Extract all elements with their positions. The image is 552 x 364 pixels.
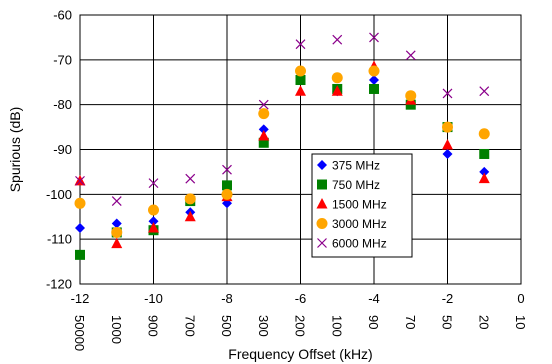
legend-label: 3000 MHz — [332, 217, 387, 231]
data-point — [148, 216, 159, 227]
y-tick-label: -60 — [53, 8, 72, 23]
data-point — [442, 139, 453, 150]
data-point — [369, 75, 379, 86]
secondary-x-tick-label: 0 — [550, 315, 552, 322]
secondary-x-tick-label: 1000 — [109, 315, 124, 344]
secondary-x-tick-label: 900 — [146, 315, 161, 337]
data-point — [222, 180, 232, 191]
legend-label: 6000 MHz — [332, 237, 387, 251]
y-tick-label: -110 — [47, 232, 72, 247]
plot-area-frame — [79, 14, 522, 285]
data-point — [295, 39, 306, 50]
data-point — [148, 204, 159, 216]
data-point — [479, 86, 490, 97]
x-tick-label: -2 — [442, 291, 454, 306]
data-point — [111, 237, 123, 249]
secondary-x-tick-label: 500 — [219, 315, 234, 337]
y-tick-label: -100 — [46, 187, 72, 202]
data-point — [111, 196, 122, 206]
data-point — [369, 32, 379, 43]
x-tick-label: -12 — [71, 291, 90, 306]
data-point — [148, 221, 159, 233]
data-point — [258, 130, 270, 141]
grid-lines — [79, 14, 522, 285]
legend-marker — [316, 198, 328, 209]
x-tick-label: -4 — [368, 291, 380, 306]
x-tick-label: 0 — [517, 291, 524, 306]
data-point — [184, 193, 196, 205]
series-triangle — [74, 60, 490, 249]
series-circle — [74, 65, 490, 238]
data-point — [185, 173, 196, 184]
legend-marker — [316, 218, 328, 229]
legend-label: 1500 MHz — [332, 198, 387, 212]
y-tick-label: -90 — [53, 142, 72, 157]
legend-label: 750 MHz — [332, 178, 380, 192]
data-point — [184, 210, 196, 222]
data-point — [479, 148, 490, 159]
secondary-x-tick-label: 200 — [293, 315, 308, 337]
x-axis-label: Frequency Offset (kHz) — [228, 346, 372, 362]
data-point — [442, 121, 453, 133]
data-point — [295, 65, 306, 77]
series-square — [75, 75, 490, 260]
data-point — [331, 72, 343, 84]
legend-marker — [317, 179, 327, 190]
secondary-x-tick-label: 50 — [440, 315, 455, 329]
y-axis-label: Spurious (dB) — [7, 107, 23, 193]
data-point — [295, 85, 306, 96]
legend: 375 MHz 750 MHz 1500 MHz 3000 MHz 6000 MHz — [311, 153, 413, 258]
data-point — [368, 65, 380, 77]
data-point — [221, 188, 233, 200]
data-point — [478, 128, 490, 140]
secondary-x-tick-label: 700 — [182, 315, 197, 337]
x-tick-label: -10 — [144, 291, 163, 306]
y-tick-label: -70 — [53, 52, 72, 67]
series-x — [75, 32, 490, 206]
data-point — [75, 222, 85, 233]
legend-marker — [317, 160, 327, 170]
secondary-x-tick-label: 70 — [403, 315, 418, 329]
data-point — [111, 226, 123, 238]
data-points — [74, 32, 490, 260]
data-point — [405, 50, 416, 61]
secondary-x-tick-label: 20 — [476, 315, 491, 329]
x-tick-label: -6 — [295, 291, 307, 306]
data-point — [442, 88, 453, 99]
data-point — [258, 99, 269, 110]
legend-box — [311, 153, 413, 258]
data-point — [148, 178, 159, 189]
data-point — [258, 137, 269, 148]
data-point — [332, 34, 343, 45]
secondary-x-tick-label: 90 — [366, 315, 381, 329]
data-point — [74, 197, 86, 209]
data-point — [479, 166, 490, 177]
x-tick-label: -8 — [221, 291, 233, 306]
legend-label: 375 MHz — [332, 159, 380, 173]
data-point — [405, 90, 417, 102]
data-point — [75, 249, 85, 260]
data-point — [331, 85, 343, 96]
secondary-x-tick-label: 300 — [256, 315, 271, 337]
y-tick-label: -120 — [46, 277, 72, 292]
data-point — [478, 172, 490, 184]
y-tick-label: -80 — [53, 97, 72, 112]
series-diamond — [75, 75, 490, 233]
data-point — [442, 148, 453, 159]
secondary-x-tick-label: 50000 — [72, 315, 87, 351]
secondary-x-tick-label: 100 — [329, 315, 344, 337]
data-point — [222, 164, 232, 175]
secondary-x-tick-label: 10 — [513, 315, 528, 329]
data-point — [111, 218, 122, 229]
data-point — [258, 124, 269, 135]
data-point — [258, 108, 270, 120]
legend-marker — [317, 238, 327, 248]
tick-labels: -120 -110 -100 -90 -80 -70 -60 -12 -10 -8 -6 -4 -2 0 5… — [46, 8, 552, 352]
data-point — [295, 75, 306, 86]
data-point — [75, 175, 85, 186]
data-point — [369, 83, 379, 94]
